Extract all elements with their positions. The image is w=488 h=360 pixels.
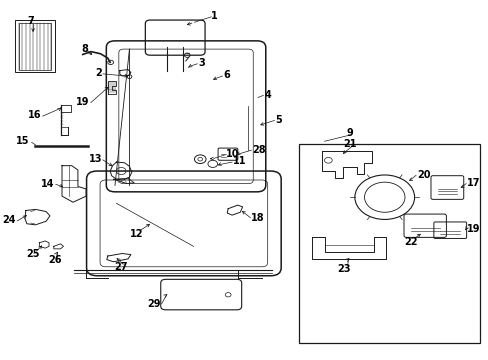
Text: 4: 4 bbox=[264, 90, 270, 100]
Text: 17: 17 bbox=[466, 178, 480, 188]
Text: 3: 3 bbox=[198, 58, 204, 68]
Text: 6: 6 bbox=[223, 70, 230, 80]
Text: 27: 27 bbox=[114, 262, 128, 272]
Text: 24: 24 bbox=[3, 215, 16, 225]
Text: 19: 19 bbox=[76, 97, 89, 107]
Text: 15: 15 bbox=[16, 136, 30, 145]
Text: 26: 26 bbox=[48, 255, 61, 265]
Text: 22: 22 bbox=[404, 237, 417, 247]
Text: 19: 19 bbox=[466, 225, 479, 234]
Text: 1: 1 bbox=[211, 11, 218, 21]
Bar bbox=[19, 23, 51, 70]
Text: 16: 16 bbox=[28, 111, 41, 121]
Text: 12: 12 bbox=[130, 229, 143, 239]
Text: 2: 2 bbox=[95, 68, 102, 78]
Text: 14: 14 bbox=[41, 179, 55, 189]
Text: 9: 9 bbox=[346, 128, 352, 138]
Text: 20: 20 bbox=[416, 170, 429, 180]
Text: 23: 23 bbox=[336, 264, 350, 274]
Text: 5: 5 bbox=[275, 115, 282, 125]
Text: 10: 10 bbox=[225, 149, 239, 159]
Text: 21: 21 bbox=[342, 139, 356, 149]
Text: 25: 25 bbox=[26, 248, 40, 258]
Bar bbox=[15, 21, 55, 72]
Bar bbox=[61, 105, 71, 112]
Text: 13: 13 bbox=[88, 154, 102, 164]
Text: 28: 28 bbox=[252, 144, 265, 154]
Text: 18: 18 bbox=[251, 213, 264, 222]
Text: 7: 7 bbox=[27, 17, 34, 27]
Text: 11: 11 bbox=[233, 156, 246, 166]
Bar bbox=[299, 144, 479, 343]
Text: 29: 29 bbox=[147, 299, 161, 309]
Text: 8: 8 bbox=[81, 44, 88, 54]
